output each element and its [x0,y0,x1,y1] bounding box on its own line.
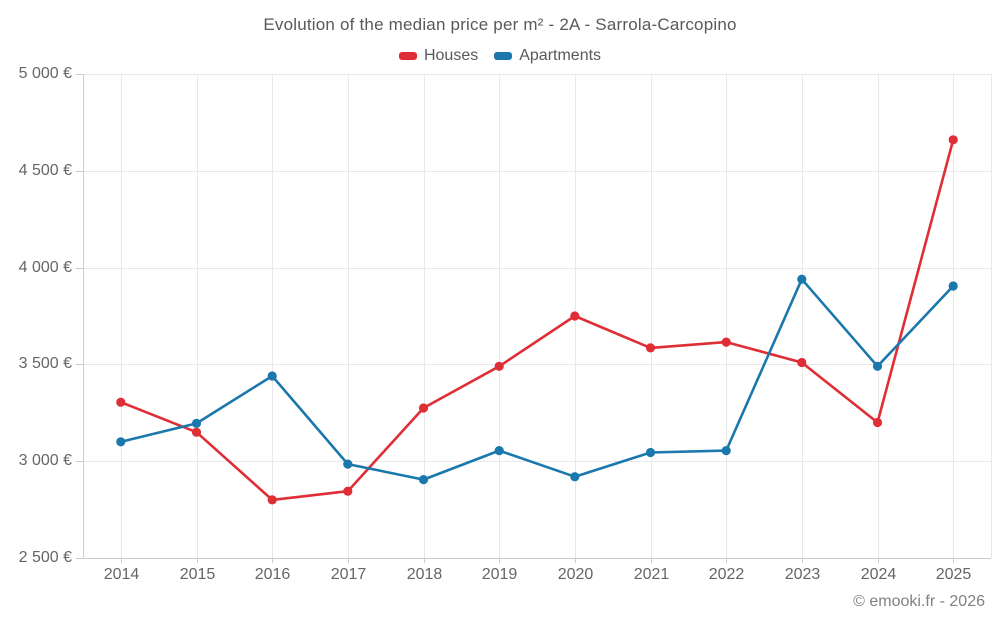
apartments-legend-marker-icon [494,52,513,60]
x-axis-label: 2018 [406,566,443,583]
point-apartments-2025[interactable] [948,281,958,291]
y-axis-label: 5 000 € [18,65,72,82]
grid-layer [83,74,992,559]
y-axis-label: 3 500 € [18,355,72,372]
point-houses-2020[interactable] [570,311,580,321]
x-axis-label: 2014 [103,566,140,583]
y-axis-label: 3 000 € [18,452,72,469]
point-houses-2017[interactable] [343,486,353,496]
x-axis-label: 2022 [708,566,745,583]
point-houses-2018[interactable] [418,403,429,413]
point-apartments-2023[interactable] [797,274,807,284]
x-axis-label: 2024 [860,566,897,583]
point-apartments-2020[interactable] [570,472,580,482]
houses-legend-marker-icon [398,52,417,60]
x-axis-label: 2020 [557,566,594,583]
x-axis-label: 2015 [179,566,216,583]
point-apartments-2014[interactable] [116,437,126,447]
legend-label-houses: Houses [423,47,479,64]
series-line-apartments [119,277,955,481]
x-axis-label: 2023 [784,566,821,583]
point-houses-2016[interactable] [267,495,277,505]
x-axis-label: 2021 [633,566,670,583]
point-apartments-2018[interactable] [418,475,429,485]
legend-item-houses[interactable]: Houses [398,47,479,65]
axis-layer [76,74,991,563]
legend: Houses Apartments [0,46,1000,66]
series-line-houses [119,138,955,502]
point-apartments-2016[interactable] [267,371,277,381]
point-houses-2025[interactable] [948,135,958,145]
point-houses-2021[interactable] [645,343,656,353]
y-axis-label: 4 500 € [18,162,72,179]
legend-label-apartments: Apartments [519,47,602,64]
chart-title: Evolution of the median price per m² - 2… [263,15,737,34]
point-houses-2015[interactable] [191,427,202,437]
point-houses-2024[interactable] [872,417,883,428]
point-apartments-2019[interactable] [494,446,504,456]
point-houses-2014[interactable] [116,397,126,407]
point-houses-2019[interactable] [494,361,504,371]
series-layer [116,135,958,505]
point-houses-2022[interactable] [721,337,731,347]
x-axis-label: 2025 [935,566,972,583]
y-axis-label: 2 500 € [18,549,72,566]
point-apartments-2017[interactable] [343,459,353,469]
x-axis-label: 2017 [330,566,367,583]
y-axis-label: 4 000 € [18,259,72,276]
legend-item-apartments[interactable]: Apartments [494,47,601,65]
point-apartments-2015[interactable] [191,418,202,428]
point-houses-2023[interactable] [797,357,807,368]
point-apartments-2021[interactable] [645,447,656,458]
x-axis-label: 2016 [254,566,291,583]
copyright-watermark: © emooki.fr - 2026 [853,593,985,610]
x-axis-label: 2019 [481,566,518,583]
point-apartments-2022[interactable] [721,446,731,456]
point-apartments-2024[interactable] [872,361,883,371]
